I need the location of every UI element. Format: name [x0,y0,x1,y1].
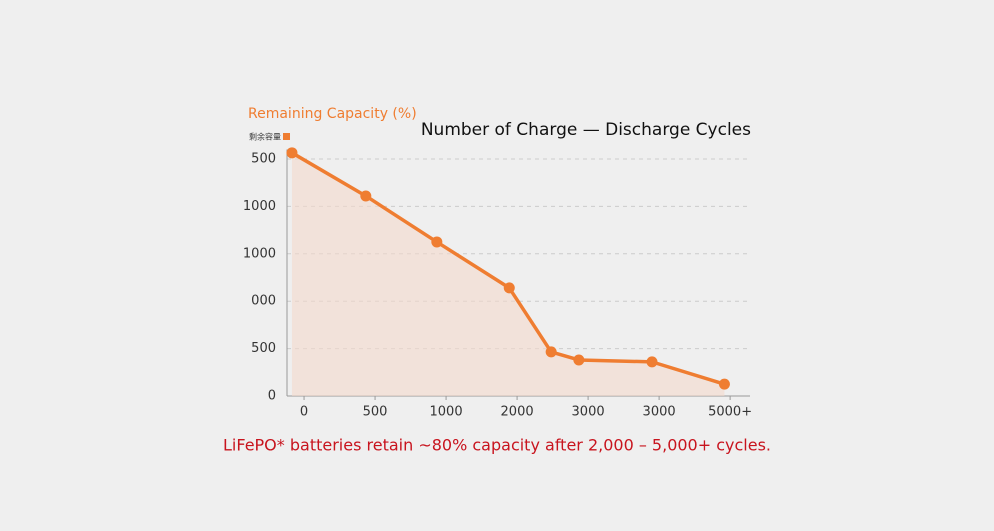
y-tick-label: 1000 [243,246,276,261]
point [545,346,557,358]
y-tick-label: 500 [251,151,276,166]
legend-swatch [283,133,290,140]
point [286,147,298,159]
y-tick-label: 000 [251,294,276,309]
y-axis-label: Remaining Capacity (%) [248,106,417,122]
chart-title: Number of Charge — Discharge Cycles [421,120,751,140]
point [503,282,515,294]
x-tick-label: 1000 [430,405,463,420]
point [573,354,585,366]
y-tick-label: 0 [268,389,276,404]
x-tick-label: 0 [300,405,308,420]
area [291,152,725,396]
caption: LiFePO* batteries retain ~80% capacity a… [223,436,771,455]
point [360,190,372,202]
x-tick-label: 500 [363,405,388,420]
x-tick-label: 3000 [643,405,676,420]
legend-label: 剩余容量 [249,132,281,142]
point [646,356,658,368]
point [718,378,730,390]
x-tick-label: 3000 [572,405,605,420]
line [291,151,725,386]
y-tick-label: 1000 [243,199,276,214]
x-tick-label: 5000+ [708,405,752,420]
x-tick-label: 2000 [501,405,534,420]
y-tick-label: 500 [251,341,276,356]
point [431,236,443,248]
